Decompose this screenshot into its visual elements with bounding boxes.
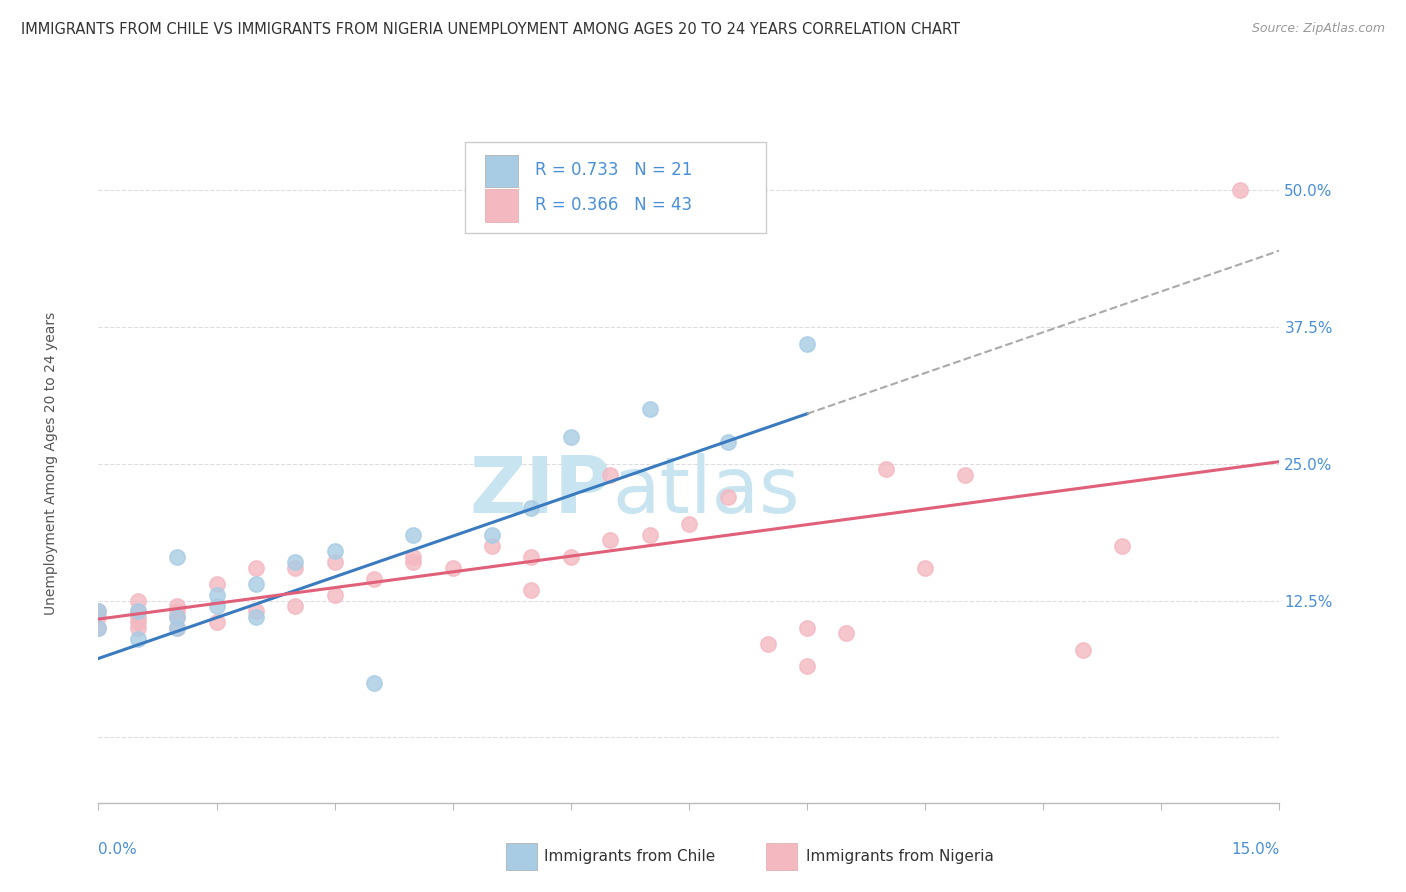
Text: Source: ZipAtlas.com: Source: ZipAtlas.com: [1251, 22, 1385, 36]
Point: [245, 577, 267, 591]
Point: [835, 626, 858, 640]
Point: [560, 429, 582, 443]
Point: [481, 539, 503, 553]
FancyBboxPatch shape: [464, 142, 766, 234]
Point: [323, 555, 346, 569]
Point: [166, 621, 188, 635]
Point: [205, 577, 228, 591]
Point: [87, 621, 110, 635]
Point: [599, 533, 621, 548]
Text: atlas: atlas: [612, 453, 800, 529]
Text: R = 0.366   N = 43: R = 0.366 N = 43: [536, 196, 693, 214]
Point: [638, 528, 661, 542]
Point: [796, 659, 818, 673]
Point: [441, 560, 464, 574]
Point: [87, 604, 110, 618]
Point: [717, 434, 740, 449]
Point: [402, 555, 425, 569]
FancyBboxPatch shape: [485, 154, 517, 187]
Point: [756, 637, 779, 651]
Point: [205, 615, 228, 630]
Point: [87, 604, 110, 618]
Point: [481, 528, 503, 542]
Point: [245, 604, 267, 618]
Text: Immigrants from Chile: Immigrants from Chile: [544, 849, 716, 863]
Point: [953, 467, 976, 482]
Point: [402, 549, 425, 564]
Point: [363, 572, 385, 586]
Text: ZIP: ZIP: [470, 453, 612, 529]
Point: [205, 588, 228, 602]
Point: [127, 604, 149, 618]
Point: [166, 621, 188, 635]
Point: [1229, 184, 1251, 198]
Point: [127, 610, 149, 624]
Point: [599, 467, 621, 482]
Point: [166, 604, 188, 618]
Point: [127, 604, 149, 618]
Point: [284, 560, 307, 574]
Point: [166, 610, 188, 624]
Point: [638, 402, 661, 417]
Point: [245, 610, 267, 624]
Point: [127, 593, 149, 607]
Point: [205, 599, 228, 613]
Point: [520, 582, 543, 597]
Point: [520, 549, 543, 564]
Point: [678, 516, 700, 531]
Point: [914, 560, 936, 574]
Point: [796, 336, 818, 351]
Text: 0.0%: 0.0%: [98, 842, 138, 856]
Text: Immigrants from Nigeria: Immigrants from Nigeria: [806, 849, 994, 863]
Point: [284, 599, 307, 613]
Text: 15.0%: 15.0%: [1232, 842, 1279, 856]
Point: [1111, 539, 1133, 553]
Text: R = 0.733   N = 21: R = 0.733 N = 21: [536, 161, 693, 179]
Point: [1071, 642, 1094, 657]
Point: [560, 549, 582, 564]
Point: [127, 632, 149, 646]
FancyBboxPatch shape: [485, 189, 517, 222]
Point: [166, 599, 188, 613]
Point: [363, 675, 385, 690]
Point: [166, 549, 188, 564]
Point: [323, 588, 346, 602]
Point: [323, 544, 346, 558]
Point: [87, 610, 110, 624]
Point: [875, 462, 897, 476]
Point: [166, 610, 188, 624]
Text: IMMIGRANTS FROM CHILE VS IMMIGRANTS FROM NIGERIA UNEMPLOYMENT AMONG AGES 20 TO 2: IMMIGRANTS FROM CHILE VS IMMIGRANTS FROM…: [21, 22, 960, 37]
Point: [520, 500, 543, 515]
Point: [127, 615, 149, 630]
Point: [245, 560, 267, 574]
Point: [127, 621, 149, 635]
Point: [402, 528, 425, 542]
Point: [284, 555, 307, 569]
Point: [87, 621, 110, 635]
Point: [796, 621, 818, 635]
Text: Unemployment Among Ages 20 to 24 years: Unemployment Among Ages 20 to 24 years: [44, 312, 58, 615]
Point: [717, 490, 740, 504]
